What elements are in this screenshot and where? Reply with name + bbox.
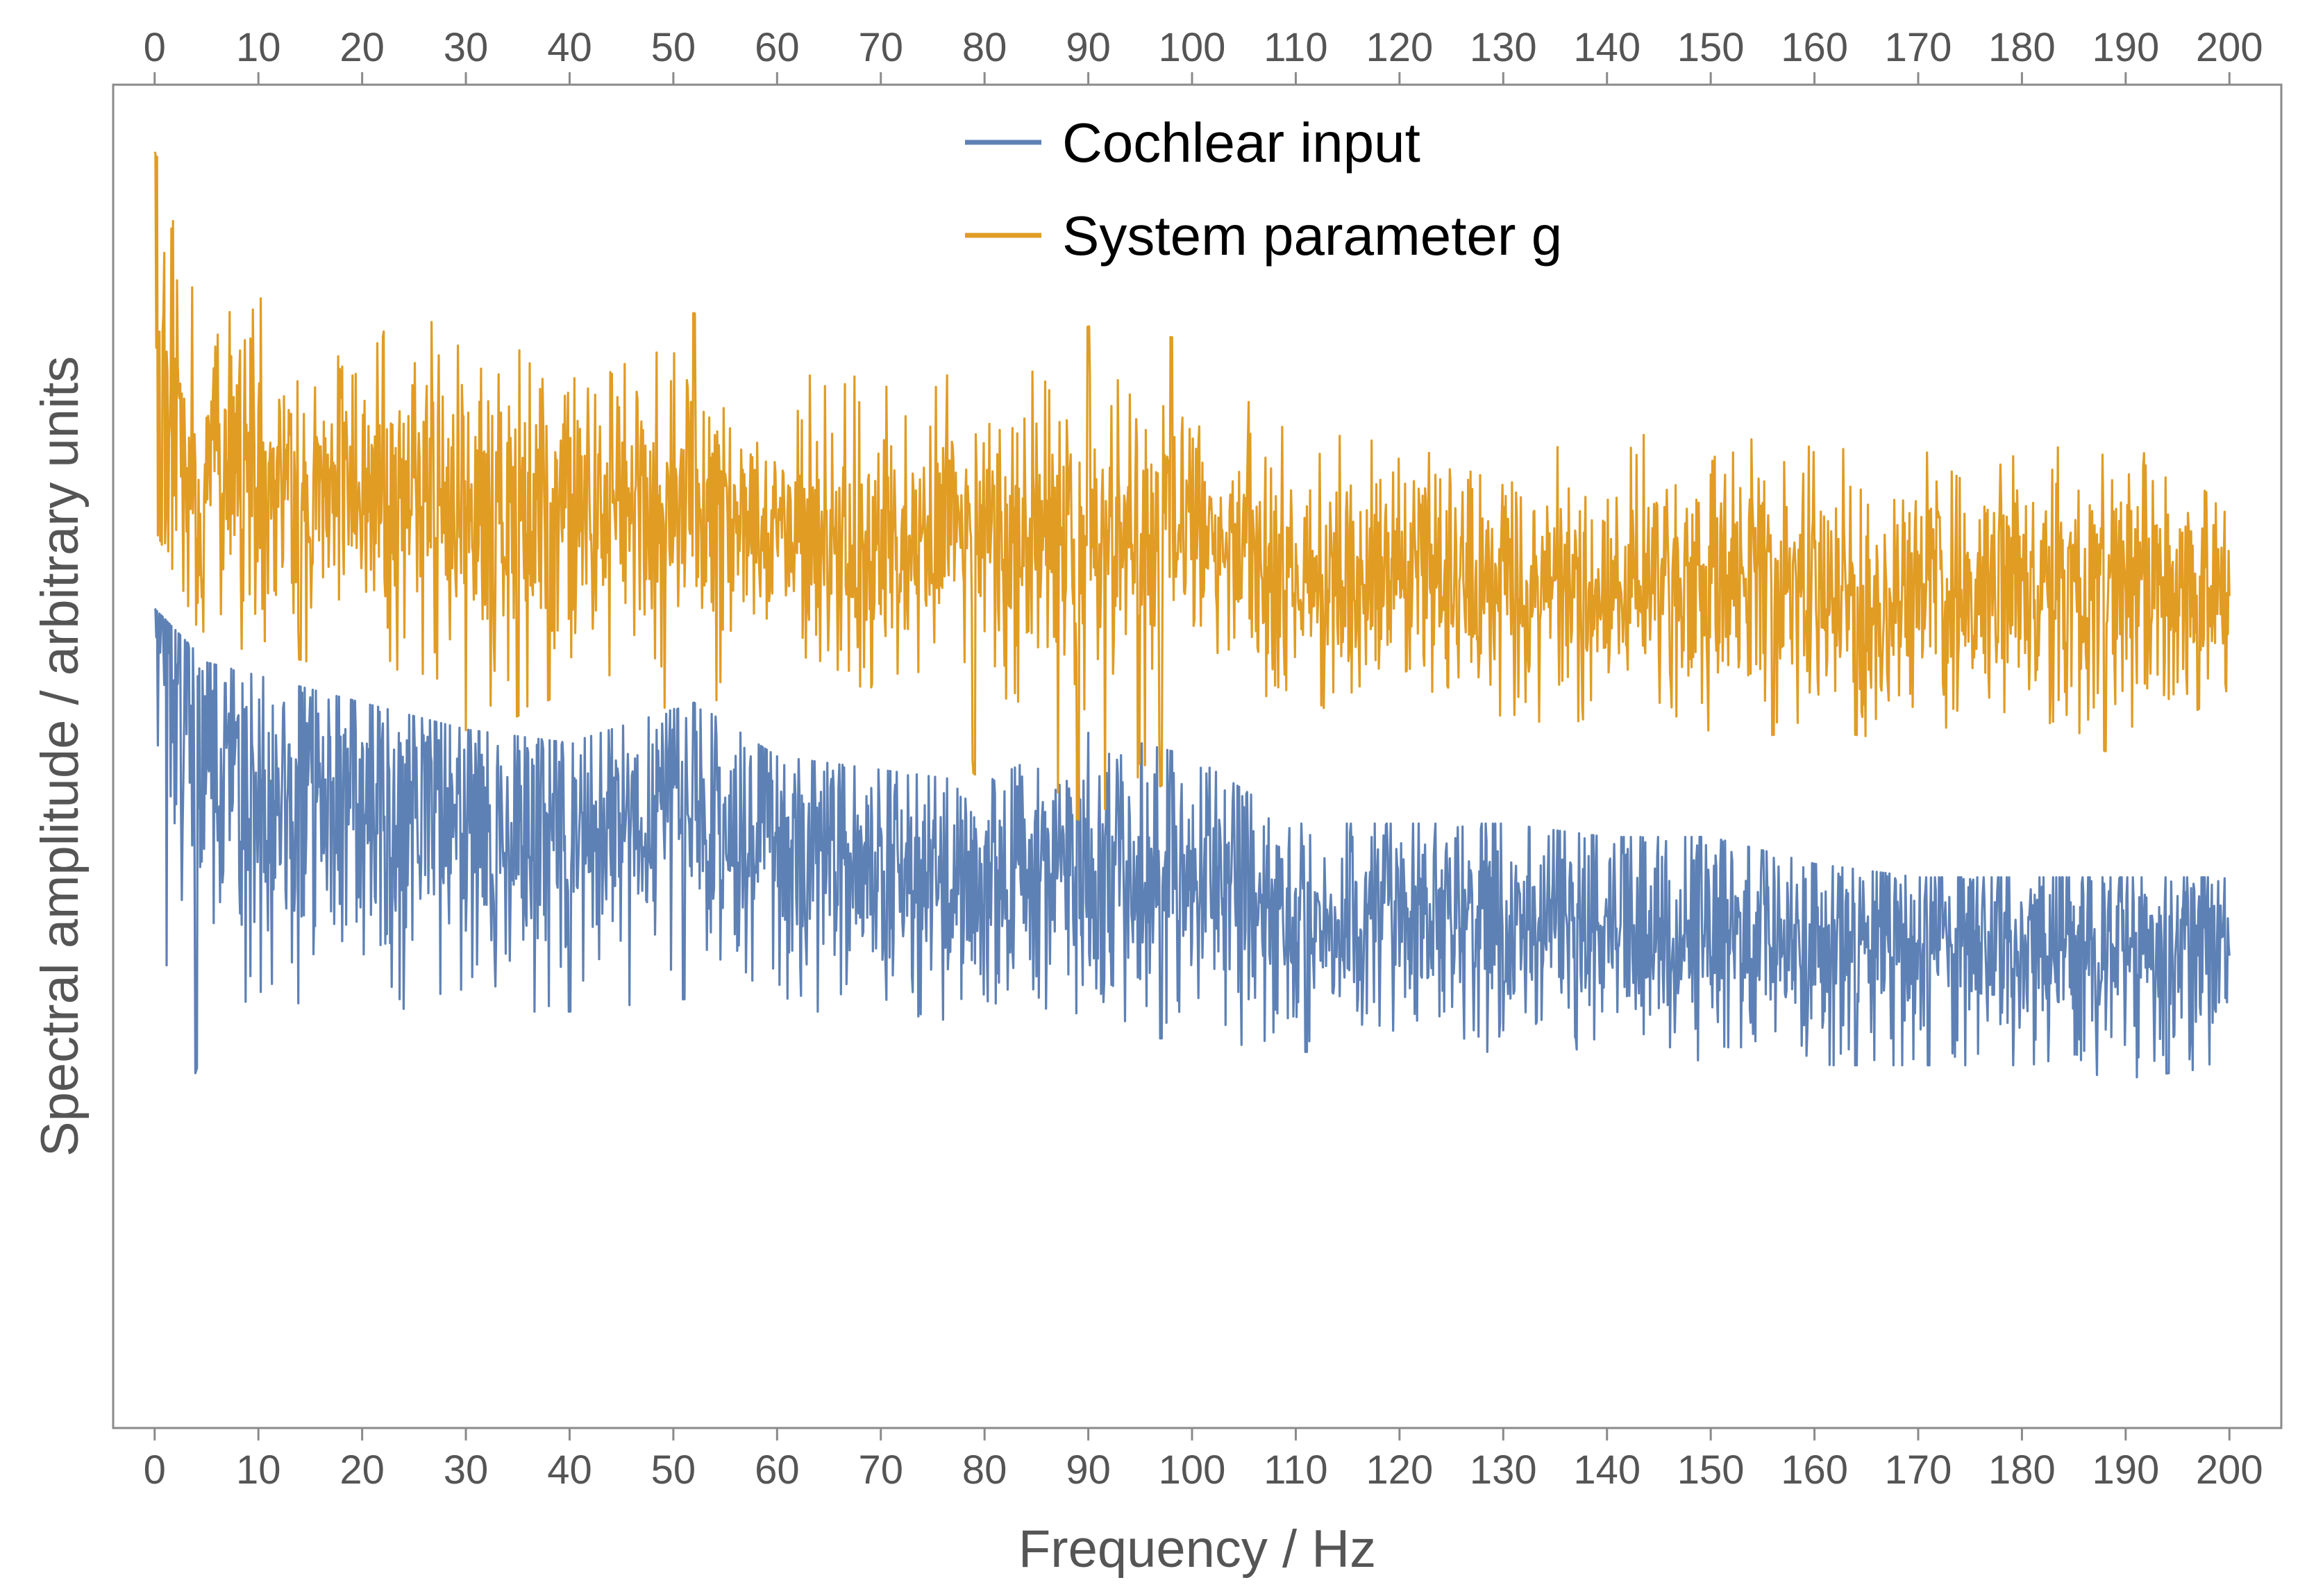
x-tick-label-bottom: 170 [1885,1447,1952,1493]
x-tick-label-top: 80 [962,25,1007,70]
x-tick-label-top: 100 [1159,25,1226,70]
x-tick-label-top: 10 [236,25,281,70]
x-tick-label-bottom: 120 [1366,1447,1433,1493]
legend-label-2: System parameter g [1062,205,1562,267]
legend: Cochlear input System parameter g [965,112,1562,267]
x-tick-label-top: 190 [2092,25,2159,70]
x-tick-label-bottom: 140 [1573,1447,1640,1493]
x-tick-label-bottom: 190 [2092,1447,2159,1493]
x-tick-label-top: 170 [1885,25,1952,70]
x-tick-label-top: 90 [1066,25,1111,70]
y-axis-label: Spectral amplitude / arbitrary units [31,356,90,1157]
plot-frame [112,83,2283,1429]
series-line-2 [153,151,2231,821]
x-tick-label-bottom: 150 [1677,1447,1745,1493]
x-tick-label-top: 200 [2196,25,2263,70]
x-tick-label-top: 30 [444,25,489,70]
x-tick-label-top: 130 [1470,25,1537,70]
x-tick-label-bottom: 200 [2196,1447,2263,1493]
x-tick-label-bottom: 180 [1988,1447,2056,1493]
x-tick-label-bottom: 100 [1159,1447,1226,1493]
x-tick-label-bottom: 30 [444,1447,489,1493]
series-layer [153,151,2231,1079]
x-tick-label-top: 20 [339,25,385,70]
x-tick-label-bottom: 20 [339,1447,385,1493]
x-tick-label-bottom: 80 [962,1447,1007,1493]
x-tick-label-top: 60 [755,25,800,70]
x-tick-label-bottom: 60 [755,1447,800,1493]
x-tick-label-top: 140 [1573,25,1640,70]
x-tick-label-bottom: 70 [858,1447,903,1493]
x-tick-label-top: 160 [1781,25,1848,70]
x-tick-label-bottom: 10 [236,1447,281,1493]
x-tick-label-top: 50 [651,25,696,70]
x-tick-label-bottom: 110 [1264,1447,1327,1493]
x-tick-label-top: 120 [1366,25,1433,70]
x-tick-label-bottom: 130 [1470,1447,1537,1493]
x-axis-label: Frequency / Hz [1018,1520,1376,1579]
x-tick-label-top: 180 [1988,25,2056,70]
series-line-1 [153,607,2231,1079]
x-tick-label-bottom: 0 [144,1447,166,1493]
x-tick-label-top: 150 [1677,25,1745,70]
x-tick-label-bottom: 90 [1066,1447,1111,1493]
x-tick-label-top: 70 [858,25,903,70]
x-tick-label-top: 40 [547,25,592,70]
top-axis: 0 10 20 30 40 50 60 70 80 90 100 110 120 130 140 150 160… [144,25,2263,85]
x-tick-label-bottom: 40 [547,1447,592,1493]
x-tick-label-bottom: 50 [651,1447,696,1493]
x-tick-label-bottom: 160 [1781,1447,1848,1493]
bottom-axis: 0 10 20 30 40 50 60 70 80 90 100 110 120 130 140 150 160… [144,1428,2263,1493]
x-tick-label-top: 110 [1264,25,1327,70]
legend-label-1: Cochlear input [1062,112,1420,174]
x-tick-label-top: 0 [144,25,166,70]
